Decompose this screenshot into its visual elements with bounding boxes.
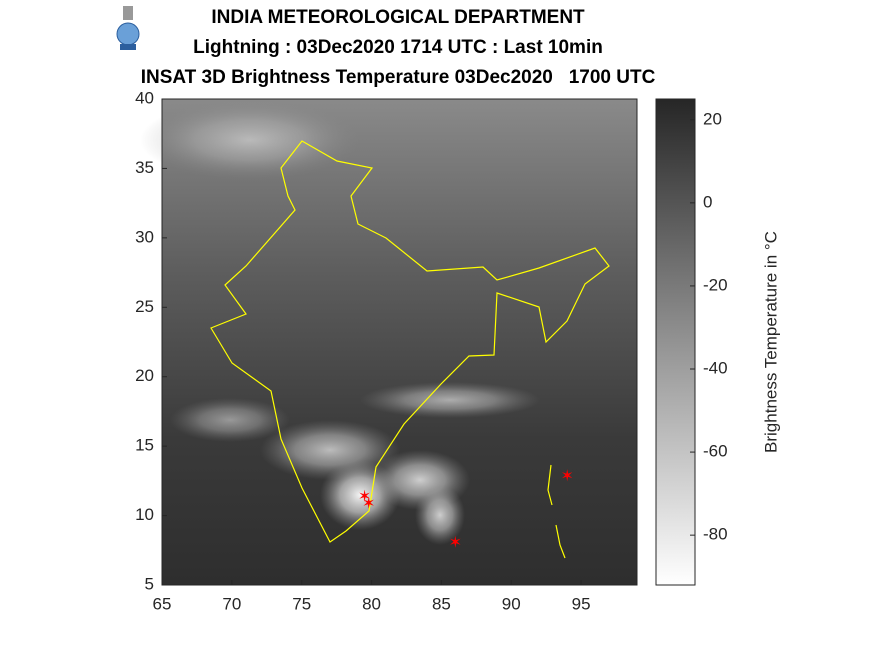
x-tick-label: 95: [572, 594, 591, 613]
y-tick-label: 25: [135, 297, 154, 316]
lightning-strike: ✶: [358, 489, 371, 506]
satellite-image: [140, 99, 637, 585]
colorbar-tick-label: 20: [703, 109, 722, 128]
y-tick-label: 5: [145, 574, 154, 593]
colorbar-tick-label: 0: [703, 192, 712, 211]
colorbar-tick-label: -40: [703, 358, 728, 377]
y-tick-label: 40: [135, 88, 154, 107]
emblem: [116, 6, 140, 50]
x-tick-label: 90: [502, 594, 521, 613]
x-tick-label: 85: [432, 594, 451, 613]
india-outline: [210, 140, 610, 543]
lightning-strike: ✶: [449, 535, 462, 552]
title: INDIA METEOROLOGICAL DEPARTMENT: [211, 7, 585, 28]
colorbar-label: Brightness Temperature in °C: [761, 231, 780, 453]
x-tick-label: 70: [222, 594, 241, 613]
y-tick-label: 15: [135, 436, 154, 455]
colorbar-tick-label: -20: [703, 275, 728, 294]
y-tick-label: 35: [135, 158, 154, 177]
lightning-strike: ✶: [362, 496, 375, 513]
product: INSAT 3D Brightness Temperature 03Dec202…: [141, 67, 656, 88]
islands: [547, 464, 566, 559]
subtitle: Lightning : 03Dec2020 1714 UTC : Last 10…: [193, 37, 603, 58]
plot-frame: [161, 98, 638, 586]
y-tick-label: 10: [135, 505, 154, 524]
y-tick-label: 30: [135, 227, 154, 246]
colorbar-tick-label: -80: [703, 525, 728, 544]
x-tick-label: 65: [153, 594, 172, 613]
x-tick-label: 80: [362, 594, 381, 613]
x-tick-label: 75: [292, 594, 311, 613]
colorbar: [655, 98, 696, 586]
y-tick-label: 20: [135, 366, 154, 385]
lightning-strike: ✶: [560, 468, 573, 485]
colorbar-tick-label: -60: [703, 442, 728, 461]
